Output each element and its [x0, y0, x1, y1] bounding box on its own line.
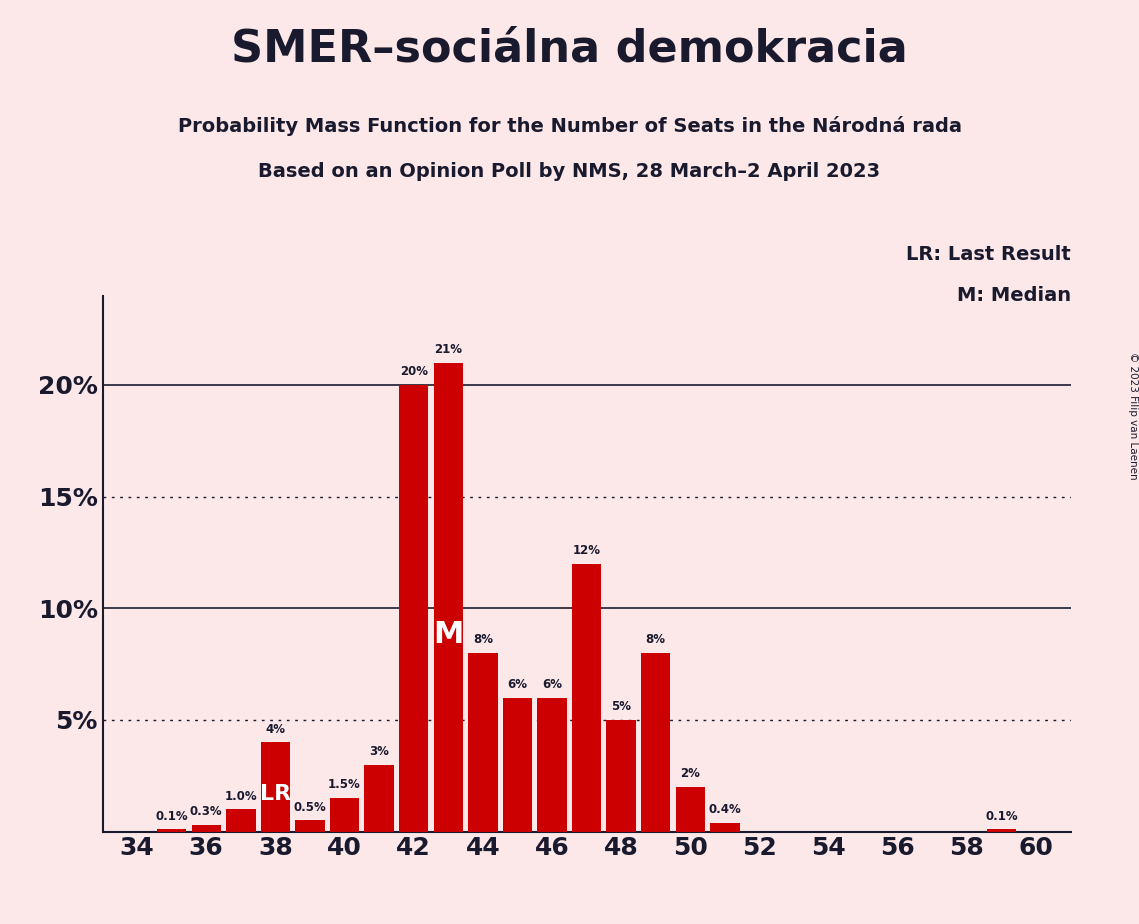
Bar — [399, 385, 428, 832]
Bar — [606, 720, 636, 832]
Text: 5%: 5% — [612, 700, 631, 713]
Text: M: M — [433, 620, 464, 650]
Text: 1.0%: 1.0% — [224, 790, 257, 803]
Bar — [434, 363, 462, 832]
Text: 0.3%: 0.3% — [190, 805, 222, 819]
Text: Probability Mass Function for the Number of Seats in the Národná rada: Probability Mass Function for the Number… — [178, 116, 961, 136]
Text: 6%: 6% — [508, 678, 527, 691]
Text: SMER–sociálna demokracia: SMER–sociálna demokracia — [231, 28, 908, 71]
Text: 0.5%: 0.5% — [294, 801, 327, 814]
Bar — [641, 653, 671, 832]
Bar — [572, 564, 601, 832]
Bar — [502, 698, 532, 832]
Bar — [157, 830, 187, 832]
Bar — [191, 825, 221, 832]
Text: 21%: 21% — [434, 343, 462, 356]
Bar — [711, 822, 739, 832]
Bar — [295, 821, 325, 832]
Text: 1.5%: 1.5% — [328, 778, 361, 791]
Bar — [675, 787, 705, 832]
Bar — [364, 765, 394, 832]
Text: 8%: 8% — [473, 633, 493, 646]
Text: M: Median: M: Median — [957, 286, 1071, 306]
Text: 3%: 3% — [369, 745, 390, 758]
Bar — [330, 798, 359, 832]
Text: LR: LR — [260, 784, 290, 804]
Bar — [261, 742, 290, 832]
Text: 2%: 2% — [680, 767, 700, 780]
Text: LR: Last Result: LR: Last Result — [906, 245, 1071, 264]
Text: 20%: 20% — [400, 365, 428, 378]
Text: Based on an Opinion Poll by NMS, 28 March–2 April 2023: Based on an Opinion Poll by NMS, 28 Marc… — [259, 162, 880, 181]
Text: 6%: 6% — [542, 678, 562, 691]
Text: 0.4%: 0.4% — [708, 803, 741, 816]
Text: 0.1%: 0.1% — [985, 809, 1018, 822]
Text: 12%: 12% — [573, 544, 600, 557]
Bar — [227, 809, 255, 832]
Bar — [986, 830, 1016, 832]
Text: 8%: 8% — [646, 633, 665, 646]
Text: © 2023 Filip van Laenen: © 2023 Filip van Laenen — [1129, 352, 1138, 480]
Bar — [468, 653, 498, 832]
Text: 0.1%: 0.1% — [155, 809, 188, 822]
Text: 4%: 4% — [265, 723, 286, 736]
Bar — [538, 698, 567, 832]
